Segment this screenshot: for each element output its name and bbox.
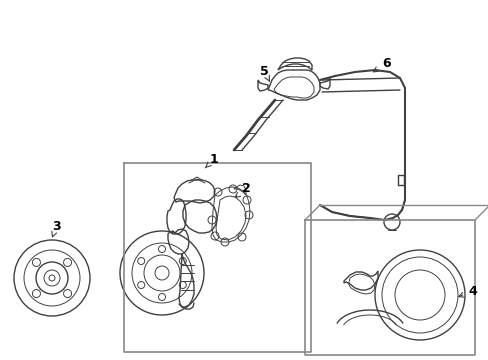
Text: 3: 3 — [52, 220, 61, 237]
Text: 2: 2 — [235, 182, 250, 198]
Text: 5: 5 — [260, 65, 269, 81]
Text: 4: 4 — [458, 285, 476, 298]
Text: 6: 6 — [373, 57, 390, 72]
Text: 1: 1 — [205, 153, 218, 168]
